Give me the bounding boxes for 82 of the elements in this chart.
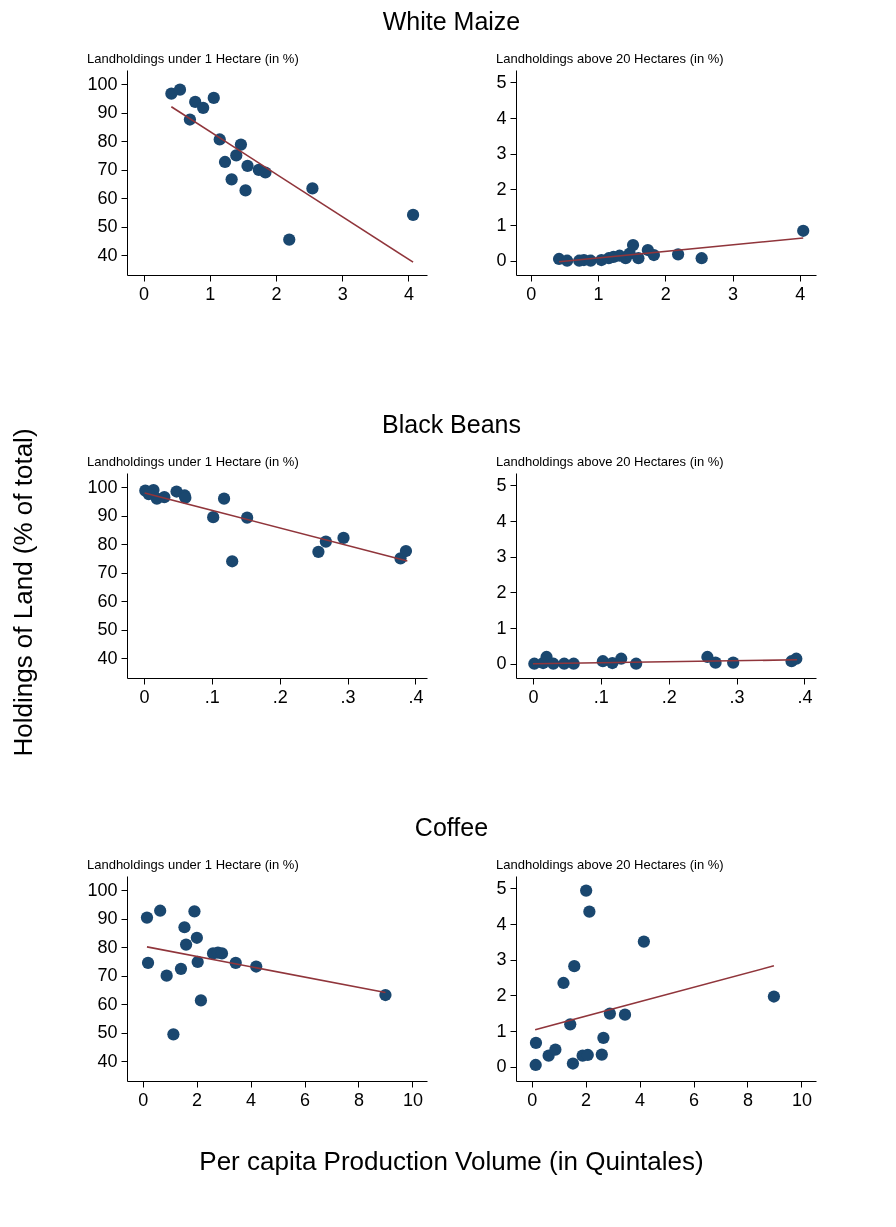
x-tick-label: 4 [795, 283, 806, 304]
y-tick-label: 80 [97, 936, 118, 957]
chart-subtitle: Landholdings above 20 Hectares (in %) [495, 454, 724, 469]
x-tick-label: 3 [337, 283, 348, 304]
y-tick-label: 70 [97, 965, 118, 986]
x-tick-label: 10 [791, 1089, 812, 1110]
y-tick-label: 4 [496, 913, 507, 934]
chart-subtitle: Landholdings under 1 Hectare (in %) [86, 857, 299, 872]
y-tick-label: 3 [496, 949, 507, 970]
x-tick-label: 10 [402, 1089, 423, 1110]
y-tick-label: 60 [97, 187, 118, 208]
y-tick-label: 3 [496, 546, 507, 567]
y-tick-label: 5 [496, 474, 507, 495]
chart-title: Coffee [414, 813, 489, 841]
chart-subtitle: Landholdings under 1 Hectare (in %) [86, 454, 299, 469]
x-tick-label: 2 [271, 283, 282, 304]
y-tick-label: 100 [87, 73, 118, 94]
x-tick-label: .3 [729, 686, 745, 707]
x-tick-label: 2 [581, 1089, 592, 1110]
x-tick-label: .1 [204, 686, 220, 707]
y-tick-label: 1 [496, 214, 507, 235]
x-tick-label: 8 [353, 1089, 364, 1110]
x-tick-label: 0 [138, 1089, 149, 1110]
x-tick-label: .4 [797, 686, 813, 707]
y-tick-label: 0 [496, 250, 507, 271]
y-tick-label: 5 [496, 877, 507, 898]
y-tick-label: 2 [496, 581, 507, 602]
y-tick-label: 80 [97, 130, 118, 151]
y-tick-label: 90 [97, 102, 118, 123]
y-tick-label: 70 [97, 159, 118, 180]
x-tick-label: 0 [528, 686, 539, 707]
x-tick-label: .3 [340, 686, 356, 707]
y-tick-label: 5 [496, 71, 507, 92]
x-tick-label: 4 [403, 283, 414, 304]
y-tick-label: 1 [496, 1020, 507, 1041]
chart-title: White Maize [382, 7, 521, 35]
y-axis-title: Holdings of Land (% of total) [7, 428, 38, 757]
y-tick-label: 1 [496, 617, 507, 638]
y-tick-label: 3 [496, 143, 507, 164]
x-tick-label: 0 [139, 686, 150, 707]
y-tick-label: 60 [97, 590, 118, 611]
y-tick-label: 50 [97, 216, 118, 237]
y-tick-label: 100 [87, 879, 118, 900]
y-tick-label: 70 [97, 562, 118, 583]
x-tick-label: 4 [635, 1089, 646, 1110]
y-tick-label: 90 [97, 505, 118, 526]
x-tick-label: 1 [593, 283, 604, 304]
x-tick-label: .2 [661, 686, 677, 707]
y-tick-label: 0 [496, 1056, 507, 1077]
y-tick-label: 0 [496, 653, 507, 674]
y-tick-label: 80 [97, 533, 118, 554]
chart-subtitle: Landholdings above 20 Hectares (in %) [495, 51, 724, 66]
x-tick-label: 8 [742, 1089, 753, 1110]
x-tick-label: .2 [272, 686, 288, 707]
chart-title: Black Beans [382, 410, 521, 438]
x-tick-label: 2 [660, 283, 671, 304]
y-tick-label: 100 [87, 476, 118, 497]
x-tick-label: 0 [527, 1089, 538, 1110]
y-tick-label: 40 [97, 1050, 118, 1071]
y-tick-label: 4 [496, 510, 507, 531]
y-tick-label: 50 [97, 619, 118, 640]
y-tick-label: 90 [97, 908, 118, 929]
x-tick-label: 0 [139, 283, 150, 304]
x-tick-label: 4 [246, 1089, 257, 1110]
y-tick-label: 40 [97, 647, 118, 668]
y-tick-label: 2 [496, 178, 507, 199]
y-tick-label: 2 [496, 984, 507, 1005]
chart-subtitle: Landholdings under 1 Hectare (in %) [86, 51, 299, 66]
x-tick-label: 3 [728, 283, 739, 304]
x-tick-label: 6 [689, 1089, 700, 1110]
x-tick-label: .4 [408, 686, 424, 707]
y-tick-label: 4 [496, 107, 507, 128]
x-tick-label: 2 [192, 1089, 203, 1110]
y-tick-label: 40 [97, 244, 118, 265]
x-axis-title: Per capita Production Volume (in Quintales) [199, 1146, 704, 1176]
x-tick-label: 6 [300, 1089, 311, 1110]
y-tick-label: 50 [97, 1022, 118, 1043]
x-tick-label: 0 [526, 283, 537, 304]
x-tick-label: .1 [593, 686, 609, 707]
y-tick-label: 60 [97, 993, 118, 1014]
x-tick-label: 1 [205, 283, 216, 304]
chart-subtitle: Landholdings above 20 Hectares (in %) [495, 857, 724, 872]
